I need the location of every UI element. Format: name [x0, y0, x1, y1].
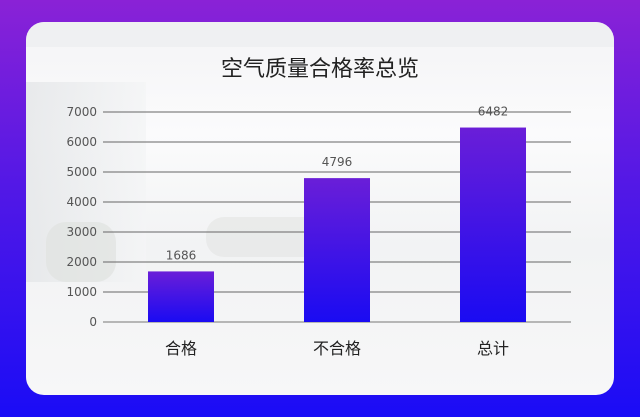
y-tick-label: 0	[89, 315, 97, 329]
y-tick-label: 3000	[66, 225, 97, 239]
data-label: 1686	[166, 248, 197, 262]
background-photo	[26, 22, 614, 47]
bar	[304, 178, 370, 322]
x-tick-label: 总计	[477, 339, 509, 358]
data-label: 6482	[478, 105, 509, 119]
y-tick-label: 2000	[66, 255, 97, 269]
y-tick-label: 6000	[66, 135, 97, 149]
chart-title: 空气质量合格率总览	[221, 57, 419, 82]
bar	[148, 271, 214, 322]
x-tick-label: 合格	[165, 339, 197, 358]
y-tick-label: 7000	[66, 105, 97, 119]
data-label: 4796	[322, 155, 353, 169]
bar	[460, 127, 526, 322]
x-tick-label: 不合格	[313, 339, 361, 358]
y-tick-label: 1000	[66, 285, 97, 299]
y-tick-label: 5000	[66, 165, 97, 179]
y-tick-label: 4000	[66, 195, 97, 209]
